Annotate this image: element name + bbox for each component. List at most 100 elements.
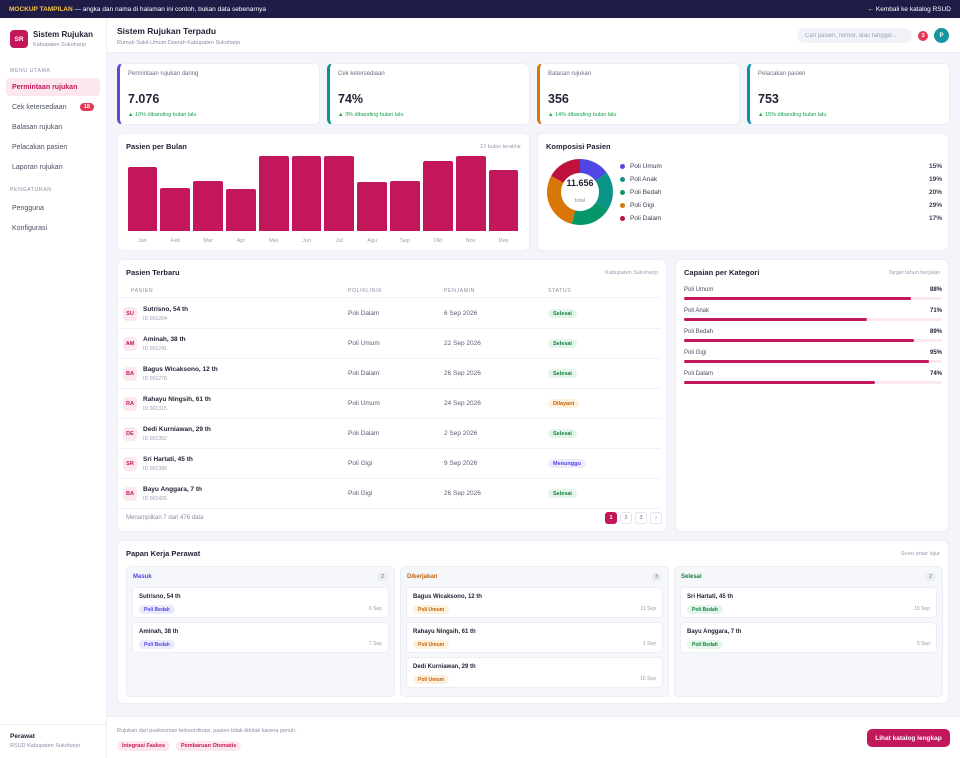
sidebar-item-1[interactable]: Cek ketersediaan 18 [6, 98, 100, 116]
progress-fill [684, 297, 912, 300]
mockup-text: — angka dan nama di halaman ini contoh, … [74, 5, 267, 13]
status-badge: Menunggu [548, 459, 586, 468]
sidebar-item-badge: 18 [79, 103, 94, 111]
tick-label-x: Des [498, 238, 509, 244]
kanban-card-date: 1 Sep [642, 641, 656, 647]
search-input[interactable] [797, 28, 912, 43]
tick-label-x: Okt [433, 238, 443, 244]
recent-patients-meta: Kabupaten Sukoharjo [605, 270, 658, 276]
sidebar-item-label: Permintaan rujukan [12, 83, 78, 91]
kanban-meta: Seret antar lajur [900, 551, 940, 557]
achievement-title: Capaian per Kategori [684, 268, 760, 277]
footer-tag-auto-update: Pembaruan Otomatis [176, 741, 242, 751]
page-button-1[interactable]: 1 [605, 512, 617, 524]
table-row[interactable]: SR Sri Hartati, 45 th ID 001389 Poli Gigi 9 … [118, 449, 661, 479]
kanban-card-date: 7 Sep [368, 641, 382, 647]
table-row[interactable]: DE Dedi Kurniawan, 29 th ID 001352 Poli Dal… [118, 419, 661, 449]
progress-name: Poli Anak [684, 308, 710, 314]
view-catalog-button[interactable]: Lihat katalog lengkap [867, 729, 950, 747]
table-row[interactable]: RA Rahayu Ningsih, 61 th ID 001315 Poli Umu… [118, 389, 661, 419]
patient-cell: RA Rahayu Ningsih, 61 th ID 001315 [118, 396, 348, 412]
page-subtitle: Rumah Sakit Umum Daerah Kabupaten Sukoha… [117, 40, 241, 46]
status-cell: Selesai [548, 309, 661, 318]
patient-initials: DE [123, 426, 137, 441]
page-header: Sistem Rujukan Terpadu Rumah Sakit Umum … [107, 18, 960, 53]
legend-value: 19% [928, 175, 942, 183]
table-row[interactable]: BA Bagus Wicaksono, 12 th ID 001278 Poli Da… [118, 359, 661, 389]
progress-name: Poli Gigi [684, 350, 707, 356]
progress-item-0: Poli Umum 88% [684, 287, 942, 300]
brand-subtitle: Kabupaten Sukoharjo [33, 42, 86, 48]
stat-card-1[interactable]: Cek ketersediaan 74% ▲ 3% dibanding bulan … [327, 63, 530, 125]
sidebar-settings-item-1[interactable]: Konfigurasi [6, 219, 100, 237]
legend-value: 15% [928, 162, 942, 170]
donut-slice-4 [547, 159, 613, 225]
table-row[interactable]: SU Sutrisno, 54 th ID 001204 Poli Dalam 6 Se… [118, 299, 661, 329]
kanban-card[interactable]: Bagus Wicaksono, 12 th Poli Umum 11 Sep [406, 587, 663, 618]
progress-header: Poli Anak 71% [684, 308, 942, 314]
legend-name: Poli Dalam [630, 214, 662, 222]
legend-value: 29% [928, 201, 942, 209]
tick-label-x: Mei [269, 238, 279, 244]
kanban-card[interactable]: Aminah, 38 th Poli Bedah 7 Sep [132, 622, 389, 653]
section-settings-label: PENGATURAN [10, 187, 52, 193]
status-cell: Menunggu [548, 459, 661, 468]
patient-name: Rahayu Ningsih, 61 th [143, 395, 211, 403]
kanban-card[interactable]: Rahayu Ningsih, 61 th Poli Umum 1 Sep [406, 622, 663, 653]
progress-fill [684, 381, 875, 384]
progress-track [684, 297, 942, 300]
sidebar-settings-item-0[interactable]: Pengguna [6, 199, 100, 217]
kanban-column-masuk: Masuk 2 Sutrisno, 54 th Poli Bedah 6 Sep Amin… [126, 566, 395, 697]
column-header-patient: PASIEN [131, 287, 154, 294]
patient-info: Bayu Anggara, 7 th ID 001426 [143, 486, 202, 502]
patient-cell: BA Bayu Anggara, 7 th ID 001426 [118, 486, 348, 502]
legend-name: Poli Anak [630, 175, 658, 183]
back-to-catalog-link[interactable]: ← Kembali ke katalog RSUD [867, 5, 951, 13]
table-row[interactable]: AM Aminah, 38 th ID 001241 Poli Umum 22 Sep … [118, 329, 661, 359]
status-cell: Dilayani [548, 399, 661, 408]
patient-initials: SU [123, 306, 137, 321]
legend-swatch [620, 163, 625, 169]
stat-card-0[interactable]: Permintaan rujukan daring 7.076 ▲ 10% diba… [117, 63, 320, 125]
date-cell: 9 Sep 2026 [444, 460, 478, 467]
notification-badge[interactable]: 3 [918, 31, 928, 41]
nurse-kanban-card: Papan Kerja Perawat Seret antar lajur Ma… [117, 540, 949, 704]
sidebar-item-2[interactable]: Balasan rujukan [6, 118, 100, 136]
tick-label-x: Jan [137, 238, 147, 244]
kanban-card[interactable]: Sutrisno, 54 th Poli Bedah 6 Sep [132, 587, 389, 618]
donut-center-label: total [574, 198, 586, 204]
kanban-card[interactable]: Dedi Kurniawan, 29 th Poli Umum 16 Sep [406, 657, 663, 688]
sidebar-item-label: Pengguna [12, 204, 44, 212]
mockup-notice: MOCKUP TAMPILAN — angka dan nama di hala… [9, 6, 266, 13]
progress-name: Poli Umum [684, 287, 714, 293]
avatar[interactable]: P [934, 28, 949, 43]
legend-name: Poli Bedah [630, 188, 662, 196]
page-button-3[interactable]: 3 [635, 512, 647, 524]
kanban-card[interactable]: Sri Hartati, 45 th Poli Bedah 15 Sep [680, 587, 937, 618]
status-cell: Selesai [548, 369, 661, 378]
sidebar-item-0[interactable]: Permintaan rujukan [6, 78, 100, 96]
status-cell: Selesai [548, 429, 661, 438]
legend-item-3: Poli Gigi 29% [620, 199, 942, 211]
legend-value: 17% [928, 214, 942, 222]
kanban-card[interactable]: Bayu Anggara, 7 th Poli Bedah 5 Sep [680, 622, 937, 653]
kanban-card-date: 11 Sep [640, 606, 656, 612]
stat-card-2[interactable]: Balasan rujukan 356 ▲ 14% dibanding bulan … [537, 63, 740, 125]
brand[interactable]: SR Sistem Rujukan Kabupaten Sukoharjo [10, 30, 93, 48]
donut-center-value: 11.656 [566, 178, 594, 188]
progress-track [684, 318, 942, 321]
progress-track [684, 381, 942, 384]
table-row[interactable]: BA Bayu Anggara, 7 th ID 001426 Poli Gigi 26… [118, 479, 661, 509]
sidebar-item-4[interactable]: Laporan rujukan [6, 158, 100, 176]
stat-value: 356 [548, 92, 569, 106]
clinic-cell: Poli Umum [348, 340, 380, 347]
page-button-2[interactable]: 2 [620, 512, 632, 524]
sidebar-item-3[interactable]: Pelacakan pasien [6, 138, 100, 156]
bar-sep [390, 180, 420, 231]
date-cell: 22 Sep 2026 [444, 340, 481, 347]
date-cell: 26 Sep 2026 [444, 370, 481, 377]
stat-card-3[interactable]: Pelacakan pasien 753 ▲ 15% dibanding bulan… [747, 63, 950, 125]
mockup-banner: MOCKUP TAMPILAN — angka dan nama di hala… [0, 0, 960, 18]
progress-fill [684, 360, 930, 363]
next-page-button[interactable]: › [650, 512, 662, 524]
